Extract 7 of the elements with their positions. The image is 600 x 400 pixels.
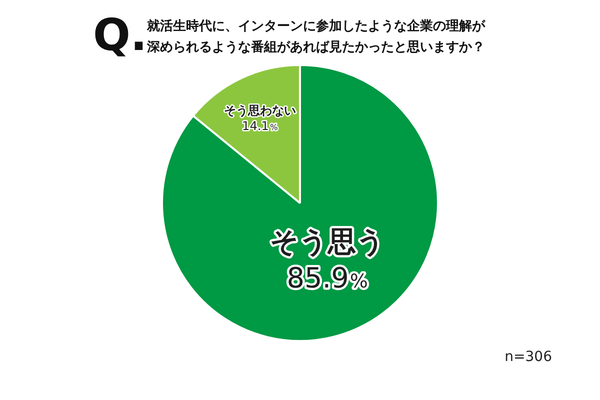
chart-subtitle: 就活生時代に、インターンに参加したような企業の理解が深められるような番組があれば見たかったと思いますか？	[147, 18, 486, 57]
chart-title: Q.	[93, 10, 148, 61]
data-label: 85.9%	[286, 261, 368, 294]
slice-label: そう思う	[270, 225, 385, 258]
text: n=306	[504, 348, 552, 366]
data-label: 14.1%	[242, 119, 278, 134]
slice-label: そう思わない	[224, 103, 296, 118]
